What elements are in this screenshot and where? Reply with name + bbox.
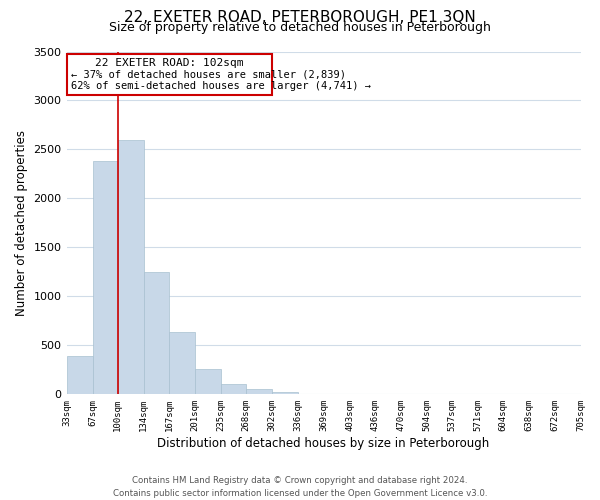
Bar: [221, 384, 246, 394]
FancyBboxPatch shape: [67, 54, 272, 94]
Text: Contains HM Land Registry data © Crown copyright and database right 2024.
Contai: Contains HM Land Registry data © Crown c…: [113, 476, 487, 498]
Bar: [169, 332, 195, 394]
Bar: [195, 369, 221, 394]
Text: Size of property relative to detached houses in Peterborough: Size of property relative to detached ho…: [109, 22, 491, 35]
Text: 62% of semi-detached houses are larger (4,741) →: 62% of semi-detached houses are larger (…: [71, 81, 371, 91]
Text: 22, EXETER ROAD, PETERBOROUGH, PE1 3QN: 22, EXETER ROAD, PETERBOROUGH, PE1 3QN: [124, 10, 476, 25]
Bar: [67, 356, 92, 395]
Y-axis label: Number of detached properties: Number of detached properties: [15, 130, 28, 316]
Bar: [92, 161, 118, 394]
Bar: [246, 389, 272, 394]
Bar: [144, 272, 169, 394]
Text: ← 37% of detached houses are smaller (2,839): ← 37% of detached houses are smaller (2,…: [71, 70, 346, 80]
Bar: [272, 392, 298, 394]
X-axis label: Distribution of detached houses by size in Peterborough: Distribution of detached houses by size …: [157, 437, 490, 450]
Text: 22 EXETER ROAD: 102sqm: 22 EXETER ROAD: 102sqm: [95, 58, 244, 68]
Bar: [118, 140, 144, 394]
